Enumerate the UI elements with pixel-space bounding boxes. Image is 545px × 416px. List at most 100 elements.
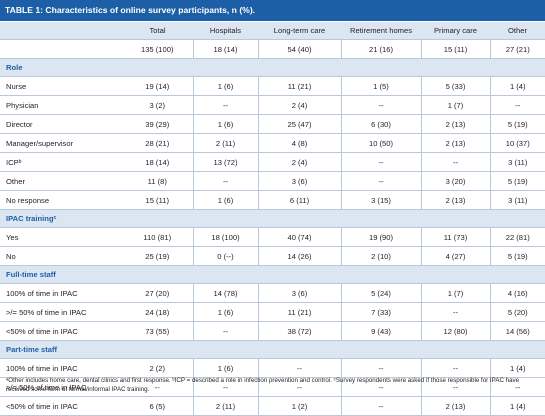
- cell-retirement-homes: 2 (10): [340, 246, 421, 266]
- cell-long-term-care: 2 (4): [257, 95, 341, 115]
- row-label: Physician: [0, 95, 122, 115]
- row-label: <50% of time in IPAC: [0, 396, 122, 416]
- cell-retirement-homes: --: [340, 95, 421, 115]
- cell-retirement-homes: 7 (33): [340, 302, 421, 322]
- cell-hospitals: 13 (72): [192, 152, 258, 172]
- cell-other: 5 (20): [489, 302, 545, 322]
- row-label: No response: [0, 190, 122, 210]
- cell-long-term-care: 6 (11): [257, 190, 341, 210]
- cell-other: 1 (4): [489, 396, 545, 416]
- column-header: Primary care: [421, 22, 490, 40]
- table-row: Director 39 (29) 1 (6) 25 (47) 6 (30) 2 (13) 5…: [0, 114, 545, 134]
- characteristics-table: Total Hospitals Long-term care Retiremen…: [0, 22, 545, 416]
- row-label: >/= 50% of time in IPAC: [0, 377, 122, 397]
- cell-retirement-homes: 10 (50): [340, 133, 421, 153]
- cell-retirement-homes: 19 (90): [340, 227, 421, 247]
- section-heading-row: Part-time staff: [0, 340, 545, 359]
- table-row: No 25 (19) 0 (--) 14 (26) 2 (10) 4 (27) 5 (19): [0, 246, 545, 266]
- table-row: <50% of time in IPAC 6 (5) 2 (11) 1 (2) -- 2 …: [0, 396, 545, 416]
- row-label: 100% of time in IPAC: [0, 358, 122, 378]
- column-header: Other: [490, 22, 545, 40]
- table-row: Nurse 19 (14) 1 (6) 11 (21) 1 (5) 5 (33) 1 (4): [0, 76, 545, 96]
- table-row: 100% of time in IPAC 2 (2) 1 (6) -- -- -- 1 (4…: [0, 358, 545, 378]
- cell-long-term-care: 14 (26): [257, 246, 341, 266]
- row-label: >/= 50% of time in IPAC: [0, 302, 122, 322]
- cell-primary-care: 12 (80): [420, 321, 490, 341]
- cell-primary-care: 11 (73): [420, 227, 490, 247]
- cell-total: 11 (8): [122, 171, 193, 191]
- column-header: [0, 22, 122, 40]
- table-row: <50% of time in IPAC 73 (55) -- 38 (72) 9 (4…: [0, 321, 545, 341]
- cell-other: 5 (19): [489, 171, 545, 191]
- cell-long-term-care: --: [257, 377, 341, 397]
- cell-total: 110 (81): [122, 227, 193, 247]
- table-body: 135 (100) 18 (14) 54 (40) 21 (16) 15 (11…: [0, 39, 545, 416]
- table-row: No response 15 (11) 1 (6) 6 (11) 3 (15) 2 (13…: [0, 190, 545, 210]
- cell-primary-care: 2 (13): [420, 114, 490, 134]
- cell-retirement-homes: --: [340, 152, 421, 172]
- cell-total: 135 (100): [122, 39, 193, 59]
- cell-total: 19 (14): [122, 76, 193, 96]
- cell-hospitals: 2 (11): [192, 396, 258, 416]
- cell-retirement-homes: --: [340, 171, 421, 191]
- cell-total: 24 (18): [122, 302, 193, 322]
- cell-long-term-care: --: [257, 358, 341, 378]
- row-label: <50% of time in IPAC: [0, 321, 122, 341]
- cell-other: 14 (56): [489, 321, 545, 341]
- cell-primary-care: --: [420, 302, 490, 322]
- cell-hospitals: 18 (100): [192, 227, 258, 247]
- section-heading: Part-time staff: [0, 340, 545, 359]
- cell-retirement-homes: 1 (5): [340, 76, 421, 96]
- cell-other: 5 (19): [489, 246, 545, 266]
- cell-retirement-homes: 21 (16): [340, 39, 421, 59]
- table-row: Manager/supervisor 28 (21) 2 (11) 4 (8) 10 (…: [0, 133, 545, 153]
- table-row: >/= 50% of time in IPAC -- -- -- -- -- --: [0, 377, 545, 397]
- cell-primary-care: 1 (7): [420, 95, 490, 115]
- section-heading: Full-time staff: [0, 265, 545, 284]
- cell-retirement-homes: 9 (43): [340, 321, 421, 341]
- cell-total: 28 (21): [122, 133, 193, 153]
- column-header: Total: [122, 22, 193, 40]
- section-heading: Role: [0, 58, 545, 77]
- table-title: TABLE 1: Characteristics of online surve…: [0, 0, 545, 21]
- cell-primary-care: 2 (13): [420, 133, 490, 153]
- cell-primary-care: 1 (7): [420, 283, 490, 303]
- cell-hospitals: 18 (14): [192, 39, 258, 59]
- cell-long-term-care: 54 (40): [257, 39, 341, 59]
- cell-hospitals: --: [192, 95, 258, 115]
- table-footnote: ᵃOther includes home care, dental clinic…: [6, 377, 520, 393]
- row-label: Other: [0, 171, 122, 191]
- cell-long-term-care: 38 (72): [257, 321, 341, 341]
- cell-primary-care: 3 (20): [420, 171, 490, 191]
- cell-total: 27 (20): [122, 283, 193, 303]
- cell-retirement-homes: --: [340, 377, 421, 397]
- cell-other: --: [489, 95, 545, 115]
- row-label: ICPᵇ: [0, 152, 122, 172]
- cell-total: 15 (11): [122, 190, 193, 210]
- cell-primary-care: --: [420, 152, 490, 172]
- cell-primary-care: --: [420, 358, 490, 378]
- cell-total: 73 (55): [122, 321, 193, 341]
- total-row: 135 (100) 18 (14) 54 (40) 21 (16) 15 (11…: [0, 39, 545, 59]
- table-row: 100% of time in IPAC 27 (20) 14 (78) 3 (6) 5…: [0, 283, 545, 303]
- cell-hospitals: 1 (6): [192, 76, 258, 96]
- cell-hospitals: 1 (6): [192, 114, 258, 134]
- section-heading-row: Role: [0, 58, 545, 77]
- cell-retirement-homes: --: [340, 396, 421, 416]
- cell-total: 2 (2): [122, 358, 193, 378]
- table-row: Other 11 (8) -- 3 (6) -- 3 (20) 5 (19): [0, 171, 545, 191]
- cell-hospitals: --: [192, 321, 258, 341]
- cell-long-term-care: 2 (4): [257, 152, 341, 172]
- cell-other: 3 (11): [489, 152, 545, 172]
- cell-other: 27 (21): [489, 39, 545, 59]
- cell-long-term-care: 11 (21): [257, 76, 341, 96]
- row-label: 100% of time in IPAC: [0, 283, 122, 303]
- cell-total: --: [122, 377, 193, 397]
- cell-other: 3 (11): [489, 190, 545, 210]
- cell-primary-care: 2 (13): [420, 396, 490, 416]
- header-row: Total Hospitals Long-term care Retiremen…: [0, 22, 545, 40]
- row-label: [0, 39, 122, 59]
- cell-primary-care: --: [420, 377, 490, 397]
- section-heading-row: IPAC trainingᶜ: [0, 209, 545, 228]
